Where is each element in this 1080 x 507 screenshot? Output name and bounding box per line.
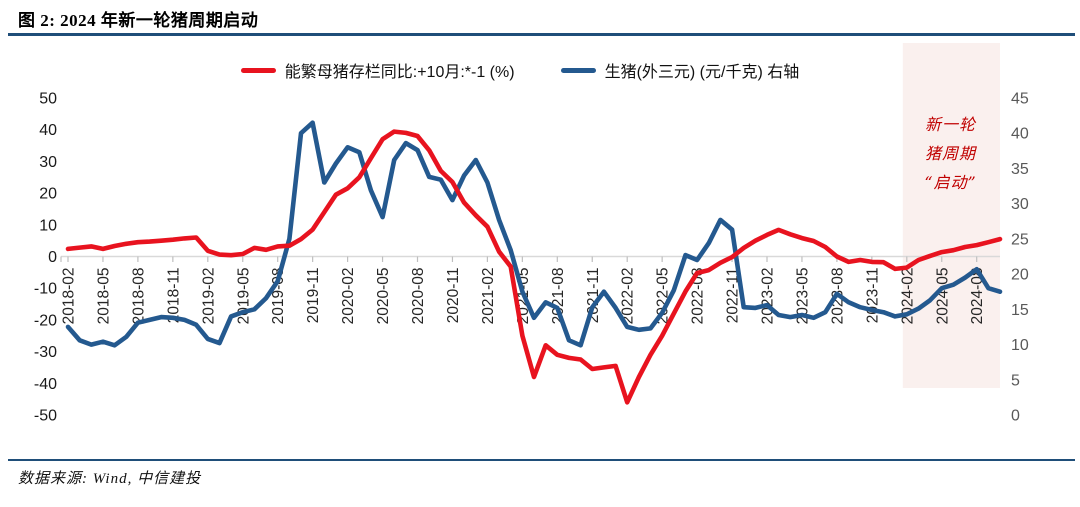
x-tick-label: 2022-08 [690, 268, 707, 325]
x-tick-label: 2018-05 [95, 268, 112, 325]
highlight-region [902, 43, 1000, 388]
x-tick-label: 2024-05 [934, 268, 951, 325]
left-axis-tick-label: 0 [48, 249, 57, 266]
annotation-line: 猪周期 [924, 144, 976, 163]
right-axis-tick-label: 10 [1011, 337, 1029, 354]
x-tick-label: 2018-02 [61, 268, 78, 325]
right-axis-tick-label: 40 [1011, 126, 1029, 143]
x-tick-label: 2020-02 [340, 268, 357, 325]
x-tick-label: 2022-02 [620, 268, 637, 325]
highlight-annotation: 新一轮 猪周期 “启动” [901, 110, 1000, 197]
right-axis-tick-label: 35 [1011, 161, 1029, 178]
left-axis-tick-label: 10 [39, 217, 57, 234]
legend-swatch [240, 67, 276, 73]
series-line-right [65, 120, 1003, 348]
x-tick-label: 2020-11 [445, 268, 462, 324]
right-axis-tick-label: 20 [1011, 267, 1029, 284]
x-tick-label: 2023-11 [864, 268, 881, 324]
x-tick-label: 2019-08 [270, 268, 287, 325]
left-axis-tick-label: -30 [34, 344, 57, 361]
x-tick-label: 2023-05 [794, 268, 811, 325]
series-line-left [65, 129, 1003, 405]
legend-label: 生猪(外三元) (元/千克) 右轴 [604, 64, 800, 81]
left-axis-tick-label: -50 [34, 408, 57, 425]
chart-legend: 能繁母猪存栏同比:+10月:*-1 (%) 生猪(外三元) (元/千克) 右轴 [0, 58, 1040, 82]
footer-rule [8, 459, 1075, 461]
x-tick-label: 2021-02 [480, 268, 497, 325]
x-tick-label: 2020-05 [375, 268, 392, 325]
x-tick-label: 2019-11 [305, 268, 322, 324]
left-axis-tick-label: 20 [39, 186, 57, 203]
legend-label: 能繁母猪存栏同比:+10月:*-1 (%) [284, 64, 515, 81]
legend-item-0: 能繁母猪存栏同比:+10月:*-1 (%) [240, 58, 515, 82]
left-axis-tick-label: 40 [39, 122, 57, 139]
right-axis-tick-label: 25 [1011, 231, 1029, 248]
left-axis-tick-label: 50 [39, 91, 57, 108]
x-tick-label: 2022-11 [725, 268, 742, 324]
annotation-line: 新一轮 [924, 115, 976, 134]
right-axis-tick-label: 0 [1011, 408, 1020, 425]
x-tick-label: 2020-08 [410, 268, 427, 325]
x-tick-label: 2021-11 [585, 268, 602, 324]
right-axis-tick-label: 5 [1011, 372, 1020, 389]
x-tick-label: 2022-05 [655, 268, 672, 325]
left-axis-tick-label: -40 [34, 376, 57, 393]
left-axis-tick-label: 30 [39, 154, 57, 171]
x-tick-label: 2018-11 [165, 268, 182, 324]
x-tick-label: 2019-02 [200, 268, 217, 325]
x-tick-label: 2024-08 [969, 267, 986, 324]
x-tick-label: 2023-02 [760, 268, 777, 325]
x-tick-label: 2021-08 [550, 268, 567, 325]
right-axis-tick-label: 15 [1011, 302, 1029, 319]
data-source: 数据来源: Wind, 中信建投 [18, 471, 202, 487]
left-axis-tick-label: -20 [34, 312, 57, 329]
annotation-line: “启动” [924, 173, 977, 192]
right-axis-tick-label: 45 [1011, 91, 1029, 108]
legend-item-1: 生猪(外三元) (元/千克) 右轴 [560, 58, 800, 82]
title-rule [8, 33, 1075, 36]
figure-title: 图 2: 2024 年新一轮猪周期启动 [18, 11, 259, 30]
left-axis-tick-label: -10 [34, 281, 57, 298]
legend-swatch [560, 67, 596, 73]
right-axis-tick-label: 30 [1011, 196, 1029, 213]
x-tick-label: 2018-08 [130, 268, 147, 325]
